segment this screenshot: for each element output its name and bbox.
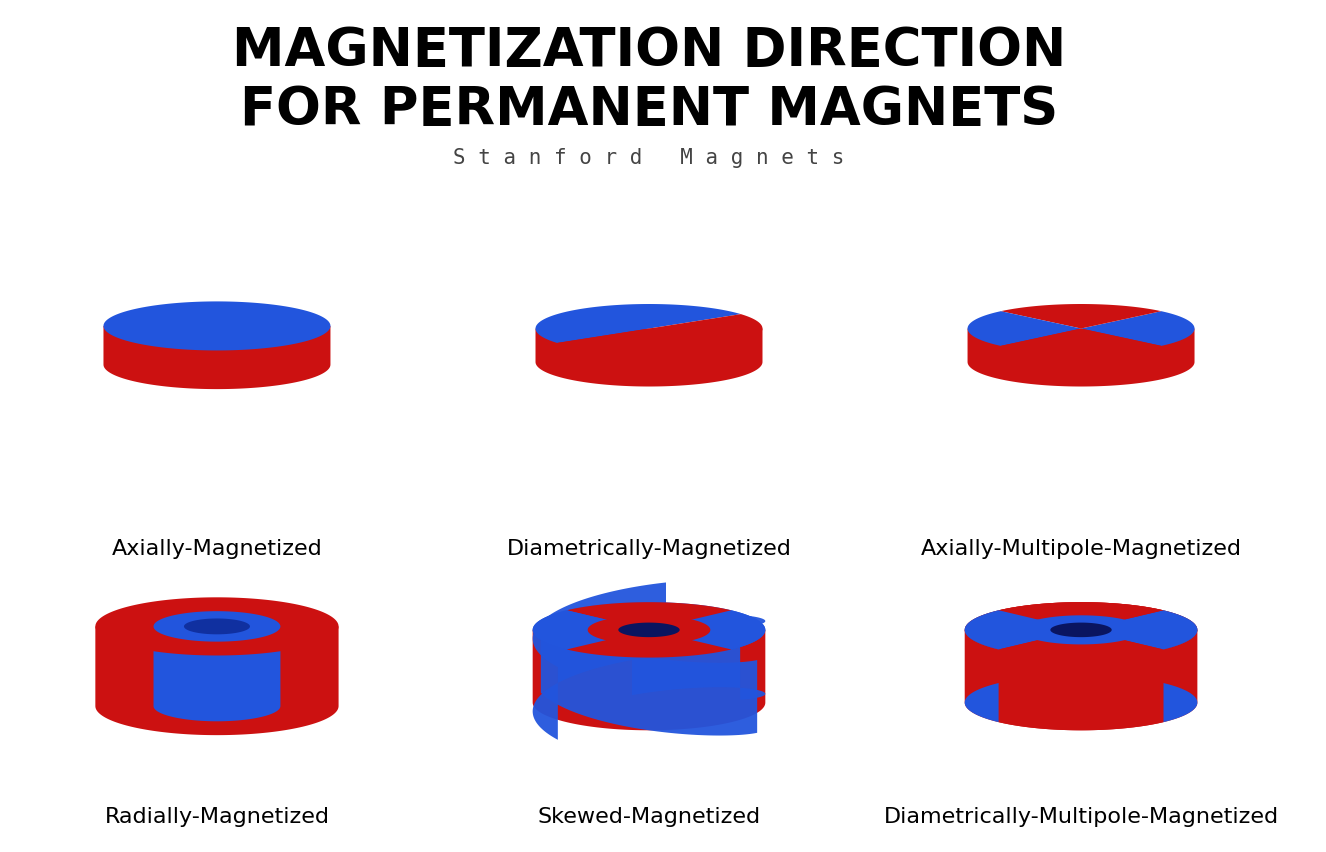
Polygon shape	[998, 630, 1163, 658]
Polygon shape	[965, 611, 1081, 650]
Polygon shape	[533, 583, 666, 740]
Polygon shape	[184, 619, 251, 635]
Polygon shape	[1081, 611, 1197, 650]
Polygon shape	[95, 627, 338, 735]
Polygon shape	[998, 602, 1163, 630]
Text: FOR PERMANENT MAGNETS: FOR PERMANENT MAGNETS	[240, 83, 1058, 135]
Polygon shape	[965, 611, 998, 722]
Polygon shape	[648, 611, 765, 650]
Polygon shape	[1081, 312, 1195, 347]
Text: Diametrically-Magnetized: Diametrically-Magnetized	[507, 538, 792, 558]
Polygon shape	[1020, 616, 1143, 645]
Polygon shape	[536, 305, 741, 343]
Polygon shape	[618, 623, 680, 637]
Polygon shape	[533, 611, 648, 650]
Polygon shape	[103, 326, 330, 389]
Polygon shape	[998, 650, 1163, 730]
Polygon shape	[95, 597, 338, 656]
Text: Axially-Magnetized: Axially-Magnetized	[111, 538, 322, 558]
Polygon shape	[587, 616, 711, 645]
Polygon shape	[533, 630, 765, 730]
Polygon shape	[557, 314, 762, 354]
Polygon shape	[1001, 305, 1162, 329]
Text: Diametrically-Multipole-Magnetized: Diametrically-Multipole-Magnetized	[883, 806, 1278, 826]
Polygon shape	[965, 630, 1197, 730]
Polygon shape	[968, 312, 1081, 347]
Polygon shape	[965, 602, 1197, 658]
Polygon shape	[998, 602, 1163, 683]
Text: S t a n f o r d   M a g n e t s: S t a n f o r d M a g n e t s	[453, 147, 845, 168]
Polygon shape	[968, 329, 1195, 387]
Text: MAGNETIZATION DIRECTION: MAGNETIZATION DIRECTION	[232, 25, 1066, 77]
Polygon shape	[566, 630, 731, 658]
Text: Skewed-Magnetized: Skewed-Magnetized	[537, 806, 761, 826]
Polygon shape	[633, 615, 765, 700]
Polygon shape	[1163, 611, 1197, 722]
Polygon shape	[1050, 623, 1111, 637]
Polygon shape	[536, 329, 762, 387]
Polygon shape	[566, 602, 731, 630]
Polygon shape	[154, 627, 280, 722]
Polygon shape	[1001, 329, 1162, 354]
Polygon shape	[103, 302, 330, 351]
Text: Axially-Multipole-Magnetized: Axially-Multipole-Magnetized	[920, 538, 1241, 558]
Polygon shape	[533, 602, 765, 658]
Polygon shape	[541, 620, 757, 735]
Polygon shape	[154, 612, 280, 642]
Text: Radially-Magnetized: Radially-Magnetized	[105, 806, 329, 826]
